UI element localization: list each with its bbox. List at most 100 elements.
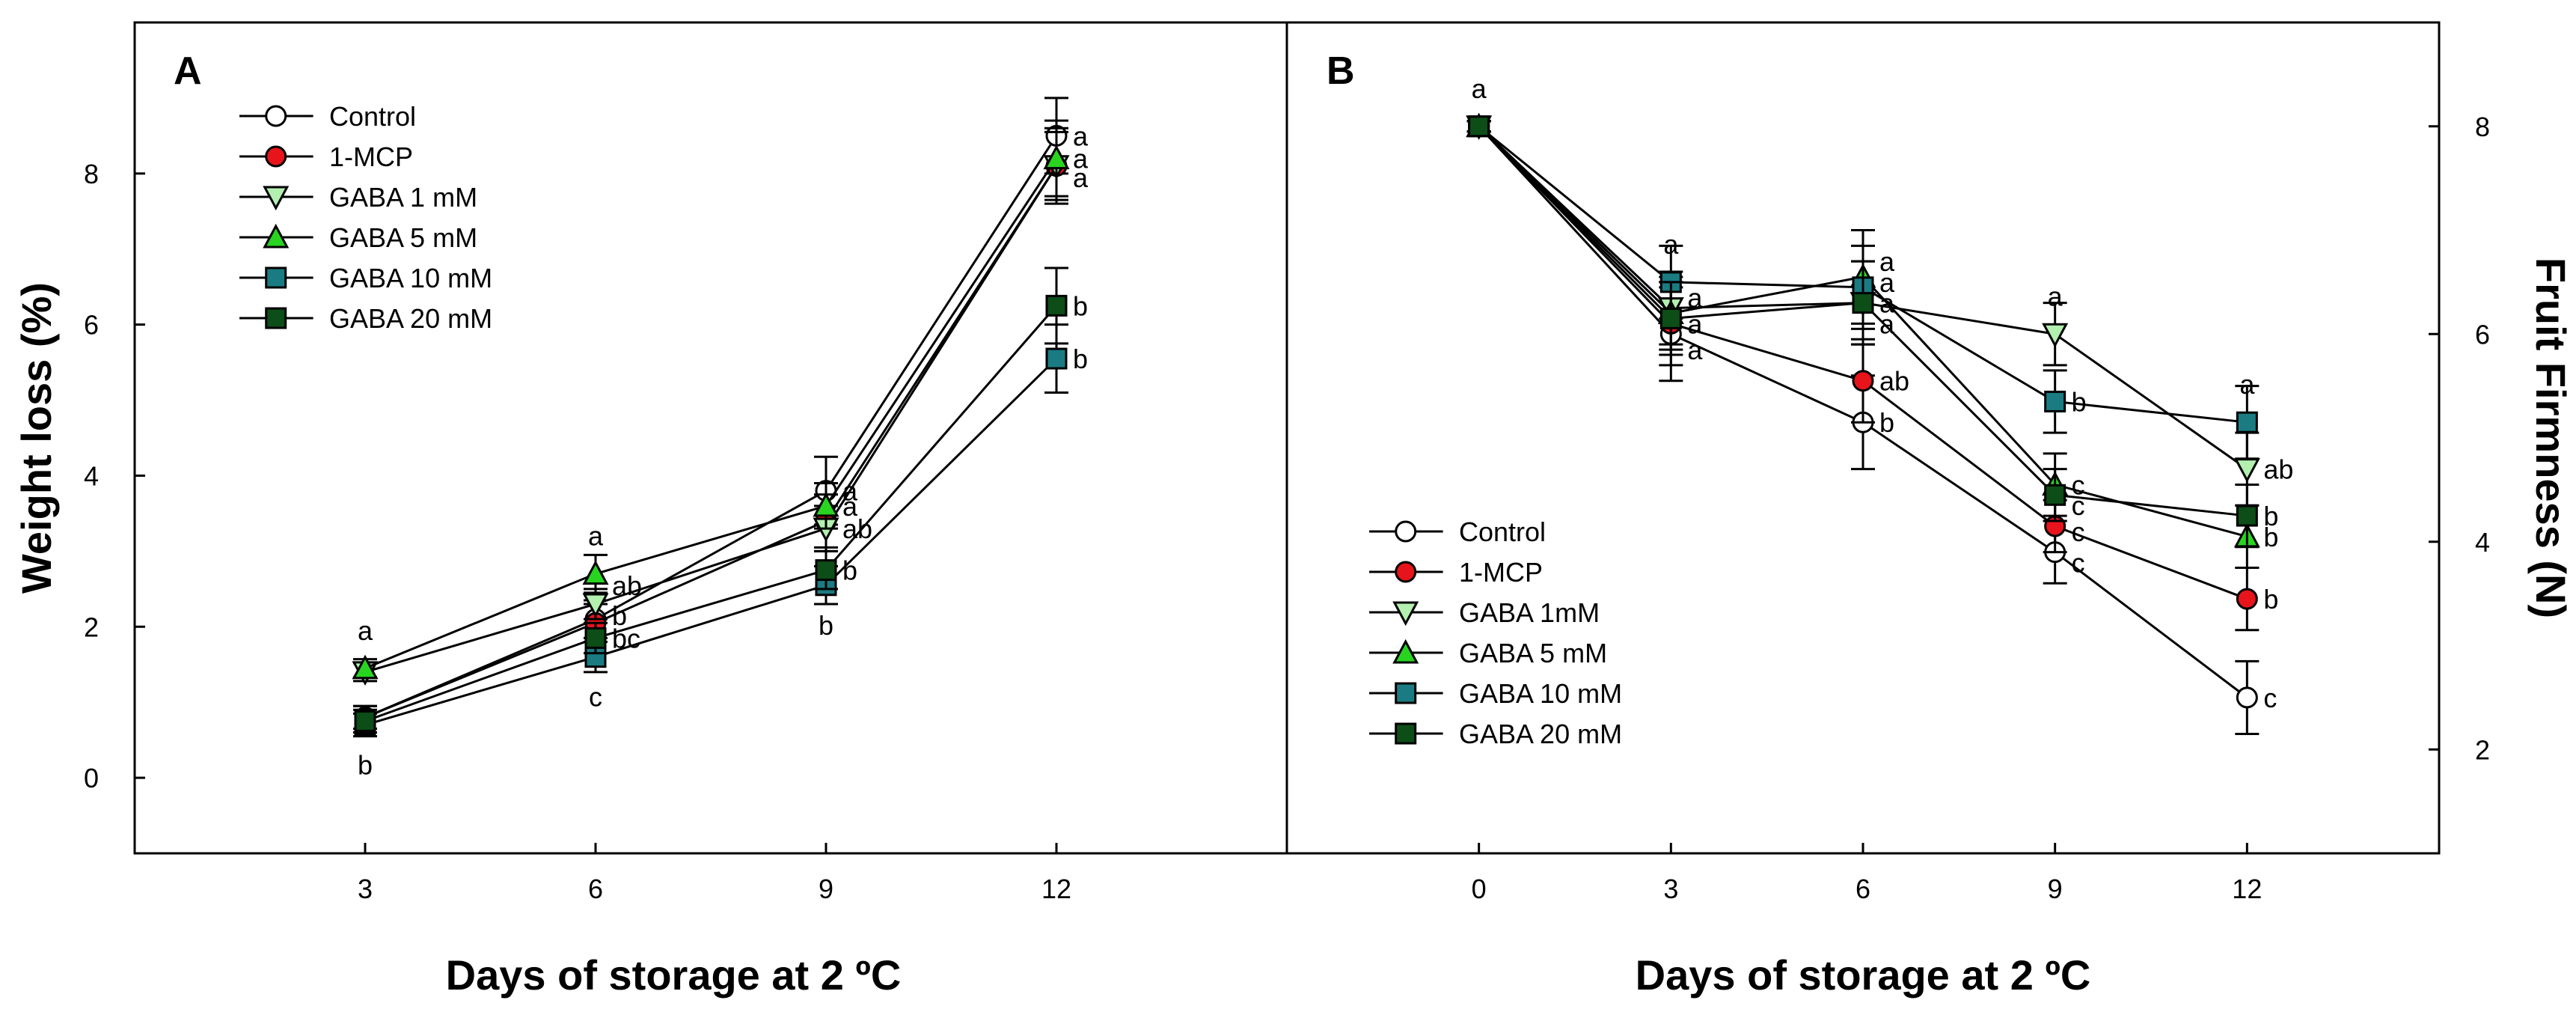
- legend-marker: [1395, 561, 1417, 583]
- legend-label: GABA 5 mM: [329, 222, 477, 253]
- significance-letter: ab: [842, 513, 872, 544]
- series-line: [364, 157, 1058, 670]
- significance-letter: a: [1879, 288, 1895, 319]
- data-point: [815, 559, 837, 582]
- panel-a-legend: Control 1-MCP GABA 1 mM GABA 5 mM GABA 10 mM…: [239, 101, 492, 334]
- legend-label: 1-MCP: [329, 141, 413, 172]
- data-point: [1659, 307, 1682, 329]
- panel-b-x-axis-title: Days of storage at 2 ºC: [1636, 951, 2091, 999]
- data-point: [1468, 115, 1490, 138]
- x-tick-label: 6: [588, 874, 603, 904]
- legend-entry: Control: [239, 101, 416, 132]
- panel-b-x-ticks: 0 3 6 9 12: [1472, 843, 2262, 904]
- data-point: [1852, 370, 1874, 392]
- legend-marker: [265, 307, 287, 329]
- legend-entry: 1-MCP: [1369, 557, 1543, 588]
- significance-letter: b: [2263, 522, 2278, 552]
- significance-letter: a: [1073, 121, 1089, 151]
- significance-letter: ab: [1879, 366, 1909, 397]
- x-tick-label: 3: [358, 874, 373, 904]
- significance-letter: a: [2048, 281, 2063, 311]
- significance-letter: b: [2263, 584, 2278, 615]
- series-gaba-20-mm: [1466, 115, 2260, 549]
- legend-entry: GABA 5 mM: [1369, 638, 1607, 668]
- data-point: [2044, 390, 2066, 412]
- data-point: [354, 710, 376, 732]
- series-line: [364, 357, 1058, 726]
- significance-letter: a: [1687, 283, 1703, 314]
- legend-marker: [1392, 638, 1419, 664]
- significance-letter: a: [1687, 308, 1703, 339]
- significance-letter: b: [2263, 501, 2278, 531]
- significance-letter: a: [1879, 308, 1895, 339]
- legend-entry: GABA 10 mM: [1369, 678, 1622, 709]
- significance-letter: a: [1879, 267, 1895, 298]
- panel-a-x-ticks: 3 6 9 12: [358, 843, 1071, 904]
- legend-marker: [1395, 520, 1417, 543]
- significance-letter: a: [588, 521, 604, 552]
- data-point: [1045, 347, 1068, 370]
- y-tick-label: 8: [84, 159, 99, 189]
- significance-letter: a: [1663, 229, 1679, 260]
- panel-a-y-ticks: 0 2 4 6 8: [84, 159, 145, 793]
- significance-letter: ab: [2263, 454, 2293, 485]
- significance-letter: c: [2072, 516, 2085, 547]
- y-tick-label: 6: [84, 310, 99, 341]
- legend-entry: GABA 20 mM: [1369, 719, 1622, 749]
- legend-marker: [265, 145, 287, 168]
- panel-a-y-axis-title: Weight loss (%): [13, 282, 60, 594]
- legend-entry: GABA 1 mM: [239, 182, 477, 213]
- significance-letter: b: [842, 555, 857, 586]
- significance-letter: b: [2072, 386, 2087, 417]
- data-point: [1045, 294, 1068, 317]
- significance-letter: a: [1687, 335, 1703, 365]
- legend-marker: [1392, 601, 1419, 627]
- data-point: [582, 560, 609, 585]
- significance-letter: a: [2239, 369, 2255, 400]
- legend-label: GABA 5 mM: [1459, 638, 1607, 668]
- legend-entry: 1-MCP: [239, 141, 413, 172]
- legend-label: GABA 1 mM: [329, 182, 477, 213]
- data-point: [584, 627, 607, 649]
- significance-letter: c: [2263, 683, 2277, 713]
- significance-letter: a: [842, 476, 858, 507]
- legend-marker: [265, 105, 287, 127]
- series-gaba-20-mm: [353, 266, 1068, 734]
- significance-letter: b: [1879, 407, 1894, 438]
- y-tick-label: 4: [2475, 527, 2490, 558]
- legend-entry: GABA 5 mM: [239, 222, 477, 253]
- panel-b-y-ticks: 2 4 6 8: [2429, 112, 2490, 765]
- y-tick-label: 2: [2475, 734, 2490, 765]
- x-tick-label: 12: [1041, 874, 1071, 904]
- x-tick-label: 9: [819, 874, 833, 904]
- data-point: [352, 654, 379, 680]
- data-point: [2044, 484, 2066, 506]
- x-tick-label: 6: [1855, 874, 1870, 904]
- y-tick-label: 6: [2475, 319, 2490, 350]
- legend-marker: [263, 186, 290, 211]
- y-tick-label: 2: [84, 612, 99, 642]
- legend-marker: [265, 266, 287, 289]
- legend-entry: GABA 20 mM: [239, 303, 492, 334]
- legend-label: GABA 20 mM: [1459, 719, 1622, 749]
- data-point: [2236, 588, 2258, 610]
- series-line: [364, 165, 1058, 674]
- data-point: [2236, 505, 2258, 527]
- legend-label: GABA 20 mM: [329, 303, 492, 334]
- data-point: [1852, 292, 1874, 314]
- data-point: [813, 492, 839, 517]
- series-line: [364, 305, 1058, 722]
- legend-label: Control: [329, 101, 416, 132]
- data-point: [582, 593, 609, 618]
- significance-letter: c: [2072, 548, 2085, 579]
- data-point: [2236, 686, 2258, 709]
- significance-letter: c: [2072, 490, 2085, 521]
- x-tick-label: 3: [1663, 874, 1678, 904]
- panel-b-y-axis-title: Fruit Firmness (N): [2527, 257, 2575, 618]
- panel-b-label: B: [1327, 49, 1355, 93]
- series-line: [364, 135, 1058, 719]
